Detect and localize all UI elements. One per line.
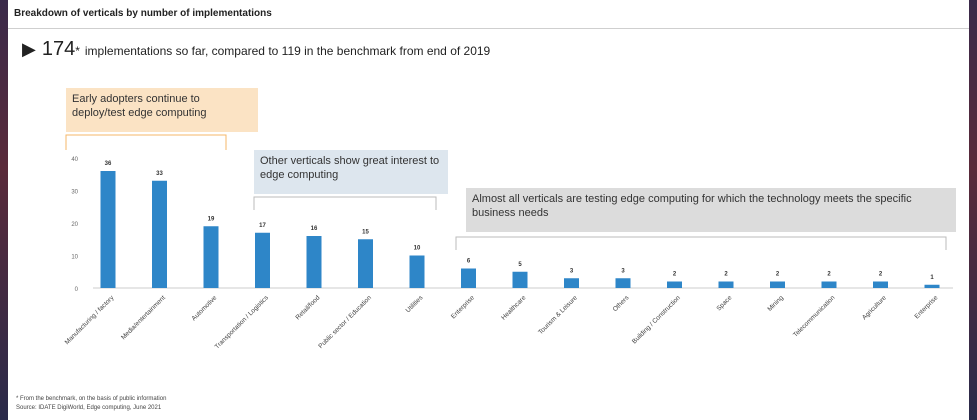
data-label: 2 — [879, 272, 883, 278]
category-label: Public sector / Education — [317, 294, 373, 350]
bar — [152, 180, 167, 288]
category-label: Building / Construction — [631, 294, 682, 345]
data-label: 3 — [570, 268, 574, 274]
data-label: 10 — [414, 246, 421, 252]
y-tick-label: 30 — [71, 190, 78, 196]
y-tick-label: 20 — [71, 222, 78, 228]
category-label: Utilities — [405, 294, 425, 314]
data-label: 17 — [259, 223, 266, 229]
callout-early-adopters: Early adopters continue to deploy/test e… — [66, 88, 258, 132]
y-tick-label: 0 — [75, 287, 79, 293]
category-label: Others — [612, 294, 631, 313]
bar — [100, 171, 116, 288]
category-label: Telecommunication — [792, 294, 837, 339]
callout-other-verticals: Other verticals show great interest to e… — [254, 150, 448, 194]
data-label: 6 — [467, 259, 471, 265]
triangle-right-icon: ▶ — [22, 39, 36, 59]
bar — [409, 255, 425, 288]
data-label: 3 — [621, 268, 625, 274]
category-label: Enterprise — [450, 294, 476, 320]
data-label: 19 — [208, 216, 215, 222]
data-label: 2 — [776, 272, 780, 278]
bar — [255, 232, 270, 288]
data-label: 33 — [156, 171, 163, 177]
callout-almost-all: Almost all verticals are testing edge co… — [466, 188, 956, 232]
bar — [306, 236, 322, 288]
bar — [203, 226, 219, 288]
page-title: Breakdown of verticals by number of impl… — [14, 8, 272, 19]
headline-footnote-mark: * — [75, 44, 80, 58]
category-label: Mining — [766, 294, 785, 313]
bar — [924, 284, 940, 288]
bar — [512, 271, 528, 288]
category-label: Enterprise — [914, 294, 940, 320]
bracket-other-verticals — [253, 196, 437, 210]
headline-count: 174 — [41, 38, 76, 60]
category-label: Automotive — [190, 294, 218, 322]
category-label: Tourism & Leisure — [537, 294, 579, 336]
slide: Breakdown of verticals by number of impl… — [8, 0, 969, 420]
category-label: Retail/food — [294, 294, 321, 321]
y-tick-label: 40 — [71, 157, 78, 163]
data-label: 1 — [930, 275, 934, 281]
category-label: Transportation / Logistics — [214, 294, 271, 351]
y-tick-label: 10 — [71, 255, 78, 261]
data-label: 2 — [724, 272, 728, 278]
category-label: Media/entertainment — [120, 294, 167, 341]
bar — [667, 281, 682, 288]
category-label: Manufacturing / factory — [64, 294, 116, 346]
category-label: Space — [715, 294, 733, 312]
bar — [718, 281, 734, 288]
footnote: * From the benchmark, on the basis of pu… — [16, 396, 167, 402]
bar — [564, 278, 579, 288]
bar — [615, 278, 631, 288]
bar — [770, 281, 785, 288]
bracket-almost-all — [455, 236, 947, 250]
bar — [821, 281, 837, 288]
data-label: 15 — [362, 229, 369, 235]
header-bar: Breakdown of verticals by number of impl… — [8, 0, 969, 29]
bar — [873, 281, 888, 288]
headline: ▶ 174 * implementations so far, compared… — [22, 38, 490, 64]
data-label: 16 — [311, 226, 318, 232]
source-note: Source: IDATE DigiWorld, Edge computing,… — [16, 405, 162, 411]
data-label: 5 — [518, 262, 522, 268]
bracket-early-adopters — [65, 134, 227, 150]
data-label: 36 — [105, 161, 112, 167]
data-label: 2 — [673, 272, 677, 278]
headline-text: implementations so far, compared to 119 … — [84, 44, 491, 58]
category-label: Agriculture — [861, 294, 888, 321]
bar — [461, 268, 476, 288]
category-label: Healthcare — [500, 294, 527, 321]
bar — [358, 239, 373, 288]
data-label: 2 — [827, 272, 831, 278]
